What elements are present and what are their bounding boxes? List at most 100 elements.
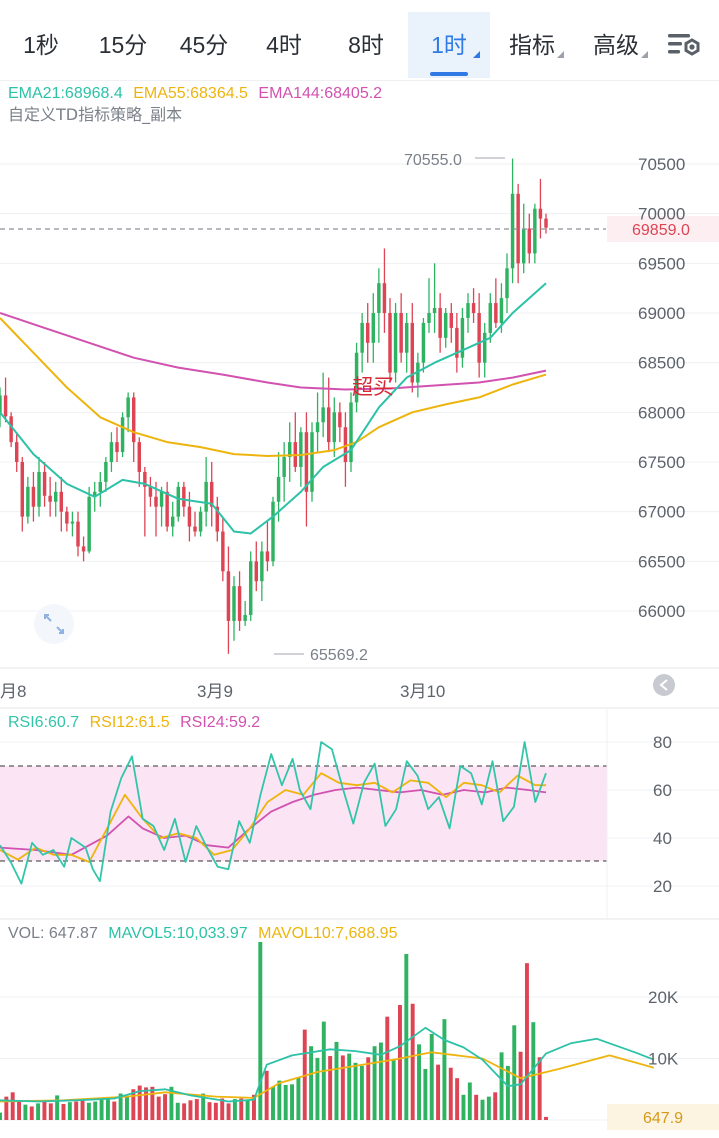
volume-bar [353,1062,358,1120]
candle-body [221,531,225,572]
candle-body [360,322,364,353]
ema144-legend: EMA144:68405.2 [258,85,382,102]
candle-body [232,586,236,621]
volume-bar [232,1099,237,1120]
chevron-left-icon [659,679,668,691]
volume-bar [474,1094,479,1120]
tab-45m-label: 45分 [179,32,229,58]
tab-1h[interactable]: 1时 [408,12,490,78]
volume-bar [175,1102,180,1120]
candle-body [371,313,376,343]
volume-bar [448,1067,453,1120]
candle-body [282,457,286,477]
volume-bar [359,1065,364,1120]
price-axis-label: 70500 [638,155,685,174]
rsi12-line [0,772,546,863]
volume-bar [398,1004,402,1120]
volume-bar [169,1086,174,1120]
candle-body [87,496,91,552]
volume-legend: VOL: 647.87 MAVOL5:10,033.97 MAVOL10:7,6… [8,925,398,942]
volume-bar [67,1102,72,1120]
rsi12-legend: RSI12:61.5 [90,714,170,731]
candle-body [260,551,264,582]
candle-body [421,322,426,363]
chart-settings-button[interactable] [666,30,702,62]
volume-bar [264,1070,269,1120]
ema21-line [0,282,547,535]
candle-body [120,417,125,453]
candle-body [388,313,392,373]
candle-body [499,298,504,323]
date-label: 3月10 [400,682,445,701]
volume-bar [296,1077,301,1120]
candle-body [3,395,8,417]
tab-8h[interactable]: 8时 [324,12,408,78]
ema-lines-layer [0,282,547,535]
candle-body [37,471,41,507]
ema55-line [0,317,547,457]
tab-advanced[interactable]: 高级 [574,12,658,78]
candle-body [59,491,64,512]
ema144-line [0,312,547,391]
volume-bar [429,1033,434,1120]
price-axis-label: 69500 [638,254,685,273]
candle-body [248,561,253,615]
mavol10-legend: MAVOL10:7,688.95 [258,925,397,942]
candle-body [48,495,52,502]
volume-bar [201,1093,206,1120]
candlestick-chart[interactable]: 69859.0 70555.0 65569.2 超买 70500 70000 695… [0,80,719,1138]
volume-bar [328,1056,333,1120]
price-axis-label: 67000 [638,503,685,522]
volume-bar [23,1104,28,1120]
strategy-label: 自定义TD指标策略_副本 [8,105,182,125]
candle-body [533,208,537,254]
volume-bar [99,1098,104,1120]
candle-body [226,571,231,621]
current-price-tag [607,216,719,242]
volume-bar [4,1096,9,1120]
tab-1s[interactable]: 1秒 [0,12,82,78]
vol-legend: VOL: 647.87 [8,925,98,942]
candle-body [126,397,130,418]
interval-tab-bar: 1秒 15分 45分 4时 8时 1时 指标 高级 [0,0,719,81]
volume-bar [245,1100,250,1120]
chevron-down-icon [473,51,480,58]
candle-body [198,511,203,532]
volume-bar [251,1094,256,1120]
candle-body [31,486,36,507]
candle-body [505,268,509,299]
volume-bar [417,1044,421,1120]
current-price-value: 69859.0 [632,222,690,239]
volume-bar [42,1100,47,1120]
rsi-axis-label: 60 [653,781,672,800]
tab-indicators[interactable]: 指标 [490,12,574,78]
tab-45m[interactable]: 45分 [164,12,244,78]
candle-body [393,313,398,373]
candle-body [516,193,520,264]
tab-8h-label: 8时 [348,32,384,58]
chart-grid [0,163,719,1121]
jump-to-latest-button[interactable] [653,674,675,696]
price-axis-label: 68500 [638,354,685,373]
candle-body [404,322,409,353]
rsi24-legend: RSI24:59.2 [180,714,260,731]
candle-body [265,551,270,562]
candle-body [92,491,97,497]
candle-body [176,486,181,517]
candle-body [477,313,481,363]
tab-4h[interactable]: 4时 [244,12,324,78]
volume-bar [112,1101,117,1120]
volume-bar [48,1103,53,1120]
candle-body [438,308,442,338]
tab-15m[interactable]: 15分 [82,12,164,78]
candle-body [104,462,108,482]
low-marker-label: 65569.2 [310,647,368,664]
candle-body [521,228,526,264]
fullscreen-button[interactable] [34,604,74,644]
volume-bar [512,1025,517,1120]
date-label: 月8 [0,682,26,701]
volume-bar [537,1057,542,1120]
rsi6-legend: RSI6:60.7 [8,714,79,731]
mavol5-legend: MAVOL5:10,033.97 [108,925,247,942]
volume-bar [194,1099,199,1120]
